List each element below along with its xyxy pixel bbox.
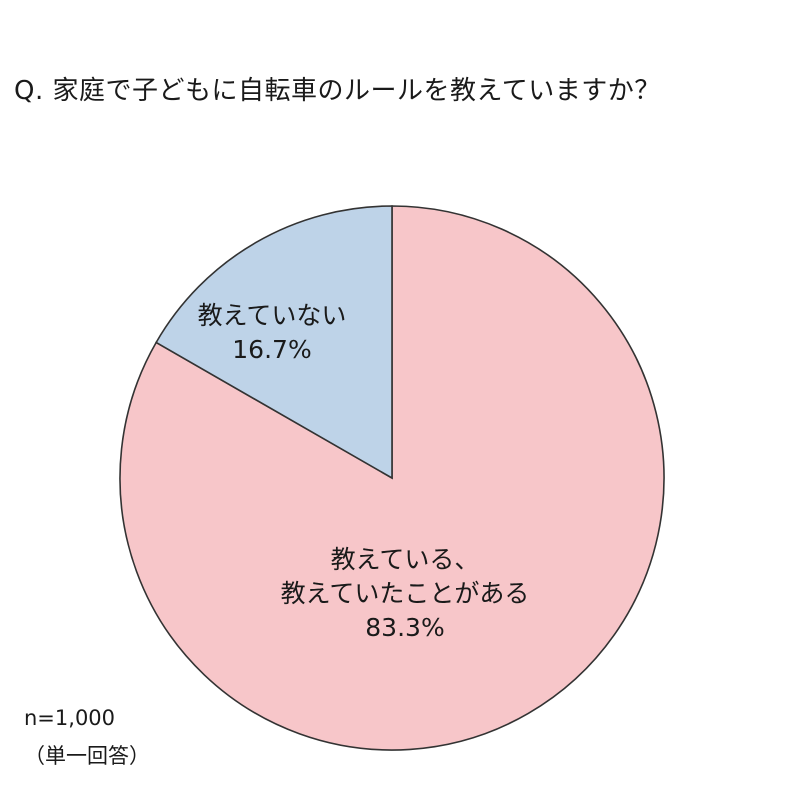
sample-size-note: n=1,000 [24, 706, 116, 730]
slice-2-value-label: 16.7% [232, 335, 311, 364]
slice-1-value-label: 83.3% [365, 613, 444, 642]
slice-1-label-line-1: 教えている、 [331, 545, 480, 574]
answer-type-note: （単一回答） [24, 744, 150, 768]
slice-2-label-line-1: 教えていない [198, 301, 347, 330]
chart-title: Q. 家庭で子どもに自転車のルールを教えていますか？ [14, 76, 661, 106]
slice-1-label-line-2: 教えていたことがある [281, 579, 530, 608]
pie-slice-2 [155, 205, 393, 480]
